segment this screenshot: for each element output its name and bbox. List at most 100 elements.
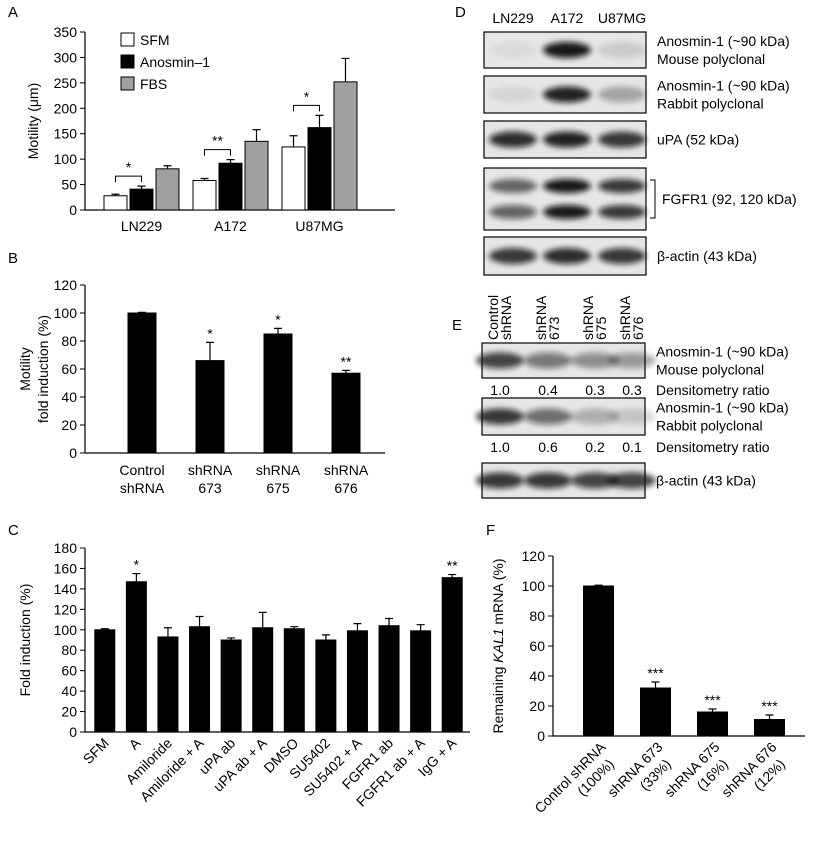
bar bbox=[307, 127, 332, 211]
bar bbox=[94, 629, 116, 733]
y-tick-label: 50 bbox=[61, 177, 77, 193]
bar bbox=[346, 630, 368, 733]
significance-label: * bbox=[126, 159, 132, 175]
bar bbox=[220, 639, 242, 733]
band-label: β-actin (43 kDa) bbox=[656, 473, 756, 489]
legend-label: SFM bbox=[140, 32, 170, 48]
significance-bracket bbox=[204, 149, 231, 156]
x-tick-label: A172 bbox=[214, 218, 247, 234]
x-tick-label: shRNA 675 bbox=[256, 462, 301, 496]
blot-band bbox=[489, 179, 537, 193]
blot-band bbox=[524, 352, 572, 369]
blot-band bbox=[571, 472, 619, 489]
lane-label: shRNA675 bbox=[580, 295, 609, 340]
x-tick-label-line: shRNA bbox=[188, 462, 233, 478]
y-axis-label: Motility (μm) bbox=[25, 83, 41, 160]
error-bar bbox=[258, 611, 267, 628]
y-tick-label: 160 bbox=[54, 560, 78, 576]
x-tick-label: shRNA 675(16%) bbox=[661, 739, 735, 813]
error-bar bbox=[252, 129, 261, 142]
densitometry-label: Densitometry ratio bbox=[656, 439, 770, 455]
y-axis-label: Fold induction (%) bbox=[17, 584, 33, 697]
significance-bracket bbox=[115, 175, 142, 183]
error-bar bbox=[206, 341, 214, 361]
y-tick-label: 0 bbox=[69, 202, 77, 218]
bar bbox=[157, 636, 179, 733]
densitometry-value: 1.0 bbox=[490, 382, 510, 398]
error-bar bbox=[765, 714, 774, 720]
error-bar bbox=[137, 185, 146, 190]
bar bbox=[583, 585, 614, 737]
y-tick-label: 100 bbox=[522, 578, 546, 594]
x-tick-label: shRNA 673 bbox=[188, 462, 233, 496]
panel-letter: C bbox=[8, 522, 19, 539]
significance-label: *** bbox=[761, 698, 778, 714]
significance-label: * bbox=[207, 325, 213, 341]
error-bar bbox=[341, 57, 350, 82]
error-bar bbox=[448, 573, 457, 578]
x-tick-label-line: shRNA bbox=[324, 462, 369, 478]
y-tick-label: 80 bbox=[529, 608, 545, 624]
error-bar bbox=[138, 311, 146, 313]
y-tick-label: 60 bbox=[529, 638, 545, 654]
band-label: uPA (52 kDa) bbox=[657, 132, 739, 148]
band-label: Mouse polyclonal bbox=[657, 51, 765, 67]
y-axis-label-part: mRNA (%) bbox=[490, 558, 506, 628]
legend-swatch bbox=[120, 76, 135, 91]
y-tick-label: 0 bbox=[69, 445, 77, 461]
bar bbox=[244, 140, 269, 211]
significance-label: *** bbox=[704, 692, 721, 708]
blot-band bbox=[543, 131, 591, 148]
x-tick-label-line: 675 bbox=[266, 480, 290, 496]
blot-band bbox=[489, 248, 537, 264]
band-label: Anosmin-1 (~90 kDa) bbox=[657, 78, 790, 94]
lane-label: shRNA676 bbox=[617, 295, 646, 340]
blot-band bbox=[543, 42, 591, 58]
bar bbox=[263, 333, 293, 454]
x-tick-label: Control shRNA bbox=[119, 462, 164, 496]
densitometry-value: 0.3 bbox=[585, 382, 605, 398]
lane-label-line: 673 bbox=[546, 316, 562, 340]
x-tick-label: shRNA 676 bbox=[324, 462, 369, 496]
lane-label-line: shRNA bbox=[533, 295, 549, 340]
y-tick-label: 150 bbox=[54, 126, 78, 142]
y-tick-label: 180 bbox=[54, 540, 78, 556]
y-tick-label: 40 bbox=[61, 683, 77, 699]
error-bar bbox=[226, 159, 235, 164]
blot-band bbox=[489, 86, 537, 103]
densitometry-value: 1.0 bbox=[490, 439, 510, 455]
lane-label: ControlshRNA bbox=[485, 295, 514, 340]
y-tick-label: 350 bbox=[54, 24, 78, 40]
x-tick-label-line: Control bbox=[119, 462, 164, 478]
y-tick-label: 250 bbox=[54, 75, 78, 91]
significance-label: * bbox=[134, 557, 140, 573]
y-tick-label: 300 bbox=[54, 49, 78, 65]
lane-label-line: 675 bbox=[593, 316, 609, 340]
bar bbox=[331, 372, 361, 454]
lane-label-line: 676 bbox=[630, 316, 646, 340]
error-bar bbox=[227, 637, 236, 640]
error-bar bbox=[290, 626, 299, 629]
y-axis-label-part: KAL1 bbox=[490, 628, 506, 662]
error-bar bbox=[163, 165, 172, 169]
lane-label-line: shRNA bbox=[617, 295, 633, 340]
y-tick-label: 0 bbox=[537, 728, 545, 744]
blot-band bbox=[598, 86, 646, 103]
blot-band bbox=[524, 472, 572, 489]
significance-label: ** bbox=[447, 558, 458, 574]
y-tick-label: 120 bbox=[54, 277, 78, 293]
y-tick-label: 200 bbox=[54, 100, 78, 116]
y-tick-label: 100 bbox=[54, 305, 78, 321]
blot-band bbox=[489, 131, 537, 148]
band-label: Rabbit polyclonal bbox=[656, 418, 763, 434]
y-axis-label: fold induction (%) bbox=[35, 315, 51, 423]
bar bbox=[127, 312, 157, 454]
y-tick-label: 100 bbox=[54, 151, 78, 167]
blot-band bbox=[524, 408, 572, 425]
densitometry-value: 0.4 bbox=[538, 382, 558, 398]
bar bbox=[103, 195, 128, 211]
error-bar bbox=[195, 615, 204, 627]
x-tick-label: SFM bbox=[80, 735, 112, 767]
bar bbox=[754, 719, 785, 737]
x-tick-label: U87MG bbox=[295, 218, 343, 234]
